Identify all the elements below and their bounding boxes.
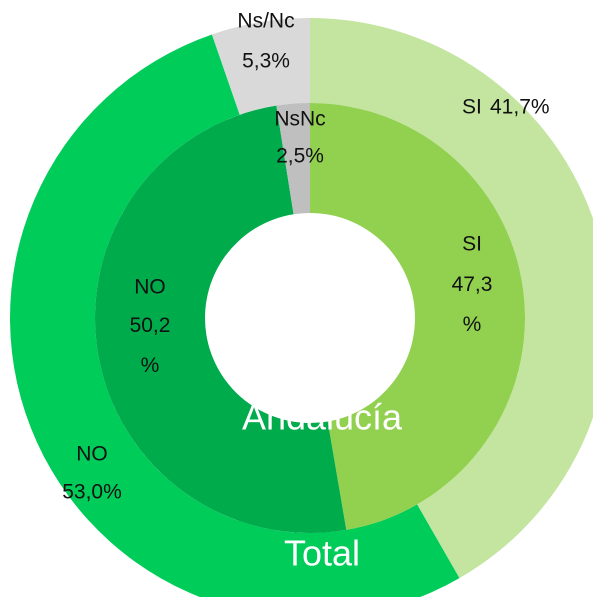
donut-slice xyxy=(310,103,526,530)
donut-slice xyxy=(211,17,310,115)
slice-category-label: SI xyxy=(462,233,482,256)
donut-slice xyxy=(94,105,347,534)
slice-value-label: 2,5% xyxy=(276,145,324,168)
donut-slice xyxy=(9,34,460,597)
slice-value-label: 5,3% xyxy=(242,50,290,73)
slice-category-label: Ns/Nc xyxy=(237,10,294,33)
ring-name: Andalucía xyxy=(242,397,403,438)
donut-slice xyxy=(276,103,310,215)
ring-name: Total xyxy=(284,533,360,574)
slice-value-label: 47,3% xyxy=(452,273,493,336)
slice-category-label: SI xyxy=(462,96,482,119)
slice-category-label: NO xyxy=(134,276,166,299)
slice-value-label: 53,0% xyxy=(62,481,122,504)
slice-category-label: NO xyxy=(76,443,108,466)
slice-value-label: 41,7% xyxy=(490,96,550,119)
slice-category-label: NsNc xyxy=(274,108,325,131)
donut-slice xyxy=(310,18,593,579)
slice-value-label: 50,2% xyxy=(130,314,171,377)
